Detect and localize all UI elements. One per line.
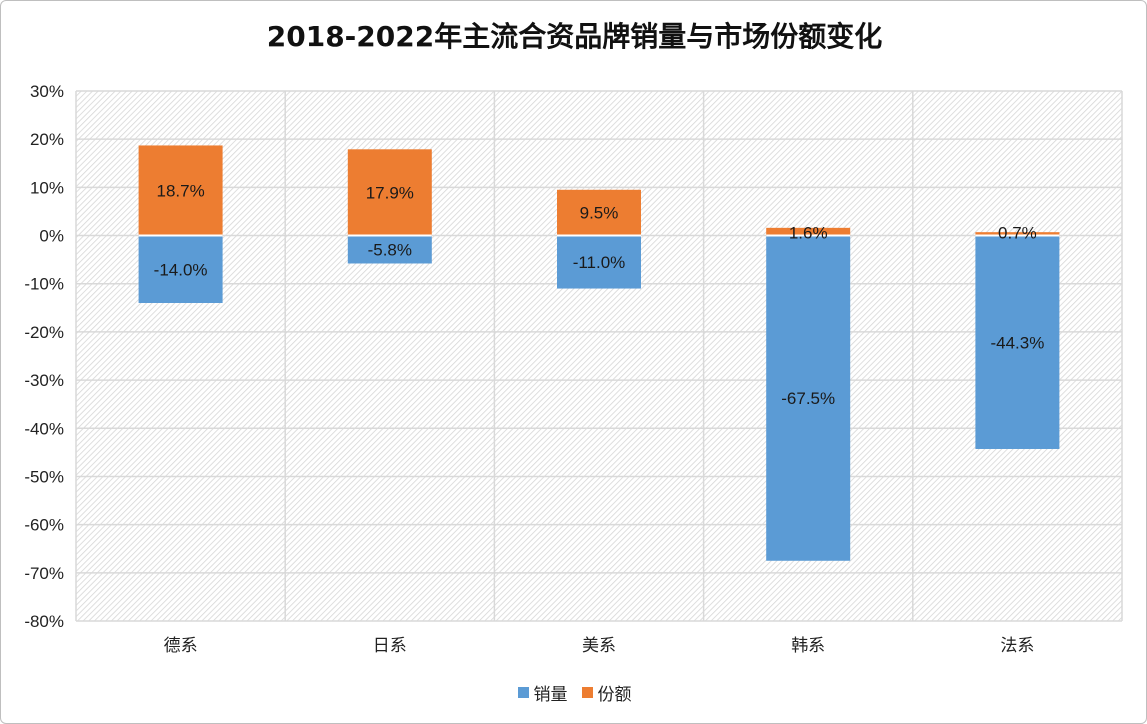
- bar-sales: [138, 235, 223, 303]
- legend-label-share: 份额: [597, 685, 632, 705]
- data-label-share: 18.7%: [156, 181, 204, 200]
- legend-item-share: 份额: [581, 680, 632, 705]
- legend-item-sales: 销量: [517, 680, 568, 705]
- bar-share: [975, 232, 1060, 236]
- x-category-label: 韩系: [791, 636, 825, 656]
- bar-sales: [347, 235, 432, 264]
- legend-swatch-share: [581, 687, 593, 698]
- x-category-label: 日系: [373, 636, 407, 656]
- bar-sales: [975, 235, 1060, 449]
- y-tick-label: -10%: [24, 275, 64, 294]
- bar-share: [766, 227, 851, 236]
- y-tick-label: 20%: [30, 130, 64, 149]
- y-tick-label: -40%: [24, 419, 64, 438]
- bar-sales: [557, 235, 641, 289]
- x-category-label: 法系: [1000, 636, 1034, 656]
- bar-share: [347, 149, 432, 236]
- bar-sales: [766, 235, 851, 561]
- bar-share: [138, 145, 223, 236]
- y-tick-label: 0%: [39, 227, 64, 246]
- x-category-label: 美系: [582, 636, 616, 656]
- bar-share: [557, 189, 641, 236]
- data-label-share: 0.7%: [998, 224, 1037, 243]
- data-label-share: 9.5%: [580, 204, 619, 223]
- x-category-label: 德系: [164, 636, 198, 656]
- legend: 销量 份额: [1, 680, 1146, 705]
- x-axis-categories: 德系 日系 美系 韩系 法系: [164, 636, 1035, 656]
- y-tick-label: -80%: [24, 612, 64, 631]
- data-label-sales: -44.3%: [990, 333, 1044, 352]
- legend-label-sales: 销量: [533, 685, 568, 705]
- data-label-sales: -5.8%: [368, 241, 412, 260]
- data-label-sales: -14.0%: [154, 260, 208, 279]
- data-label-sales: -67.5%: [781, 389, 835, 408]
- chart-title: 2018-2022年主流合资品牌销量与市场份额变化: [266, 20, 883, 53]
- y-tick-label: 30%: [30, 82, 64, 101]
- bars: [138, 145, 1060, 561]
- plot-area: [76, 91, 1122, 621]
- y-tick-label: -60%: [24, 516, 64, 535]
- y-tick-label: -50%: [24, 467, 64, 486]
- y-axis-ticks: 30% 20% 10% 0% -10% -20% -30% -40% -50% -60% -70% -…: [24, 82, 64, 631]
- gridlines: [75, 90, 1123, 622]
- data-label-sales: -11.0%: [573, 253, 626, 272]
- y-tick-label: -70%: [24, 564, 64, 583]
- legend-swatch-sales: [517, 687, 529, 698]
- y-tick-label: -20%: [24, 323, 64, 342]
- data-label-share: 17.9%: [366, 183, 414, 202]
- y-tick-label: -30%: [24, 371, 64, 390]
- y-tick-label: 10%: [30, 178, 64, 197]
- data-label-share: 1.6%: [789, 224, 828, 243]
- data-labels: -14.0% 18.7% -5.8% 17.9% -11.0% 9.5% -67.5% 1.6…: [154, 181, 1045, 408]
